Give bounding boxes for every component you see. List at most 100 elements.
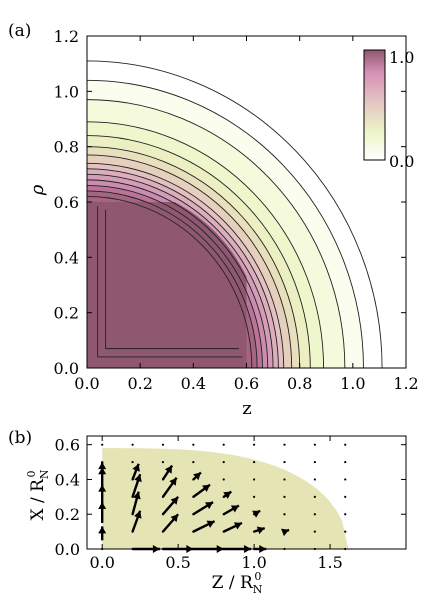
colorbar-gradient [363,49,386,161]
grid-dot [222,443,225,446]
y-tick-label-a: 0.4 [54,248,79,267]
grid-dot [344,478,347,481]
vector-arrow [192,483,211,498]
vector-arrow-head [281,528,290,537]
vector-arrow [162,496,180,516]
vector-arrow [131,491,141,515]
vector-arrow-head [132,463,140,472]
contour-line [87,99,346,368]
y-axis-label-b-sup: 0 [25,470,38,477]
y-tick-label-b: 0.2 [55,505,80,524]
y-tick-label-a: 0.8 [54,138,79,157]
vector-arrow [192,471,202,481]
vector-arrow-head [98,467,107,475]
panel-b-label: (b) [8,428,32,448]
vector-arrow-head [98,484,107,492]
vector-arrow-head [252,510,261,518]
grid-dot [222,460,225,464]
grid-dot [344,530,347,533]
grid-dot [192,460,195,464]
x-tick-label-a: 0.0 [74,374,99,393]
vector-arrow-head [256,526,265,535]
grid-dot [252,478,256,481]
vector-arrow-head [169,477,177,486]
grid-dot [313,460,316,464]
contour-line [87,79,364,368]
grid-dot [161,443,165,446]
vector-region-fill [102,448,349,549]
y-axis-label-b-sub: N [38,469,51,479]
x-tick-label-b: 0.5 [165,553,190,572]
vector-arrow [161,464,174,481]
vector-arrow-head [98,462,107,470]
grid-dot [283,495,286,498]
grid-dot [252,495,256,498]
y-axis-label-b: X / RN0 [25,469,51,520]
x-axis-ticks-a: 0.0 0.2 0.4 0.6 0.8 1.0 1.2 [74,36,419,393]
x-tick-label-a: 0.2 [127,374,152,393]
grid-dot [283,478,286,481]
grid-dot [101,443,104,446]
contour-line [87,135,311,368]
x-axis-label-b: Z / RN0 [212,570,263,596]
contour-lines [87,60,383,368]
vector-arrow-head [164,465,173,474]
vector-arrow [131,510,142,533]
x-tick-label-a: 1.0 [340,374,365,393]
vector-region [102,448,349,549]
y-tick-label-a: 0.2 [54,304,79,323]
vector-arrow-head [223,491,232,499]
contour-line [87,146,301,368]
panel-b: (b) 0.0 0.5 1.0 1.5 0.00.20.40.6 Z / RN0 X … [8,428,407,596]
grid-dot [161,460,165,464]
vector-arrow [223,490,232,499]
contour-line [87,121,325,368]
contour-line [87,162,285,368]
grid-dot [313,513,316,516]
y-axis-label-a: ρ [27,184,48,196]
vector-arrow [98,526,107,541]
y-tick-label-a: 1.2 [54,27,79,46]
grid-dot [252,460,256,464]
vector-arrow-head [98,526,107,534]
vector-arrow-head [202,484,211,493]
vector-arrow [223,521,243,533]
contour-line [97,206,243,358]
x-tick-label-a: 1.2 [393,374,418,393]
grid-dot [313,478,316,481]
y-tick-label-a: 0.0 [54,359,79,378]
contour-line [87,173,274,368]
x-axis-label-b-sup: 0 [254,570,261,583]
contour-line [87,196,253,368]
vector-arrow-head [134,510,142,519]
contour-line [87,60,383,368]
x-axis-ticks-b: 0.0 0.5 1.0 1.5 [89,436,343,572]
vector-arrow-head [193,472,201,481]
x-tick-label-a: 0.8 [287,374,312,393]
x-axis-label-b-main: Z / R [212,573,254,593]
x-tick-label-b: 1.5 [317,553,342,572]
grid-dot [131,460,134,464]
grid-dot [283,443,286,446]
heatmap-fill [87,36,406,368]
vector-arrow [161,477,178,498]
colorbar-min-label: 0.0 [389,152,414,171]
colorbar-max-label: 1.0 [389,48,414,67]
grid-dot [283,513,286,516]
vector-arrow-head [206,520,215,528]
y-tick-label-b: 0.0 [55,540,80,559]
contour-line [105,209,240,350]
vector-arrow [131,463,140,480]
grid-dot [344,495,347,498]
grid-dot [344,460,347,464]
vector-arrow-head [205,502,214,510]
grid-dot [283,460,286,464]
x-tick-label-b: 1.0 [241,553,266,572]
vector-arrow-head [132,491,141,500]
vector-arrow-head [170,496,179,505]
panel-a-label: (a) [8,21,31,41]
y-axis-ticks-a: 0.0 0.2 0.4 0.6 0.8 1.0 1.2 [54,27,406,378]
vector-arrow [223,504,240,516]
y-tick-label-a: 1.0 [54,82,79,101]
